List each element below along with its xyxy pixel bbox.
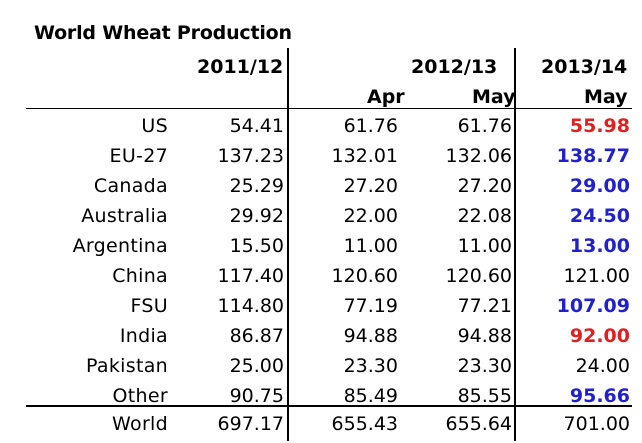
- header-may-2012-13: May: [472, 86, 516, 108]
- value-2012-13-apr: 132.01: [331, 145, 398, 167]
- value-2011-12: 15.50: [229, 235, 284, 257]
- divider-after-2012-13: [514, 48, 516, 441]
- row-label: Australia: [81, 205, 168, 227]
- row-label: Other: [112, 385, 168, 407]
- row-label: China: [112, 265, 168, 287]
- value-2011-12: 54.41: [229, 115, 284, 137]
- header-may-2013-14: May: [584, 86, 628, 108]
- header-2013-14: 2013/14: [541, 56, 628, 78]
- value-2012-13-apr: 23.30: [343, 355, 398, 377]
- value-2013-14-may: 24.00: [575, 355, 630, 377]
- total-2013-14-may: 701.00: [563, 413, 630, 435]
- value-2012-13-apr: 120.60: [331, 265, 398, 287]
- value-2011-12: 25.29: [229, 175, 284, 197]
- row-label: Canada: [93, 175, 168, 197]
- divider-after-2011-12: [287, 48, 289, 441]
- value-2013-14-may: 92.00: [569, 325, 630, 347]
- total-2011-12: 697.17: [217, 413, 284, 435]
- value-2012-13-may: 132.06: [445, 145, 512, 167]
- value-2013-14-may: 95.66: [569, 385, 630, 407]
- value-2012-13-may: 120.60: [445, 265, 512, 287]
- value-2013-14-may: 29.00: [569, 175, 630, 197]
- header-2011-12: 2011/12: [197, 56, 284, 78]
- value-2011-12: 137.23: [217, 145, 284, 167]
- value-2011-12: 117.40: [217, 265, 284, 287]
- table-title: World Wheat Production: [34, 22, 292, 44]
- row-label: India: [119, 325, 168, 347]
- value-2011-12: 25.00: [229, 355, 284, 377]
- value-2011-12: 29.92: [229, 205, 284, 227]
- value-2013-14-may: 24.50: [569, 205, 630, 227]
- header-apr: Apr: [367, 86, 405, 108]
- value-2012-13-may: 77.21: [457, 295, 512, 317]
- row-label: US: [141, 115, 168, 137]
- value-2012-13-may: 22.08: [457, 205, 512, 227]
- value-2013-14-may: 107.09: [556, 295, 630, 317]
- value-2013-14-may: 55.98: [569, 115, 630, 137]
- value-2012-13-may: 23.30: [457, 355, 512, 377]
- value-2012-13-apr: 11.00: [343, 235, 398, 257]
- value-2012-13-may: 61.76: [457, 115, 512, 137]
- value-2012-13-apr: 22.00: [343, 205, 398, 227]
- row-label: FSU: [130, 295, 168, 317]
- value-2013-14-may: 138.77: [556, 145, 630, 167]
- value-2011-12: 90.75: [229, 385, 284, 407]
- value-2012-13-apr: 61.76: [343, 115, 398, 137]
- value-2012-13-may: 27.20: [457, 175, 512, 197]
- value-2012-13-may: 11.00: [457, 235, 512, 257]
- value-2012-13-apr: 27.20: [343, 175, 398, 197]
- row-label: Argentina: [72, 235, 168, 257]
- value-2012-13-apr: 94.88: [343, 325, 398, 347]
- value-2012-13-apr: 77.19: [343, 295, 398, 317]
- value-2013-14-may: 121.00: [563, 265, 630, 287]
- value-2013-14-may: 13.00: [569, 235, 630, 257]
- header-2012-13: 2012/13: [411, 56, 498, 78]
- value-2011-12: 86.87: [229, 325, 284, 347]
- row-label: EU-27: [109, 145, 168, 167]
- total-rule: [26, 405, 632, 407]
- header-rule: [26, 108, 632, 109]
- total-2012-13-may: 655.64: [445, 413, 512, 435]
- value-2012-13-apr: 85.49: [343, 385, 398, 407]
- value-2012-13-may: 85.55: [457, 385, 512, 407]
- value-2012-13-may: 94.88: [457, 325, 512, 347]
- total-label: World: [112, 413, 168, 435]
- value-2011-12: 114.80: [217, 295, 284, 317]
- total-2012-13-apr: 655.43: [331, 413, 398, 435]
- row-label: Pakistan: [86, 355, 168, 377]
